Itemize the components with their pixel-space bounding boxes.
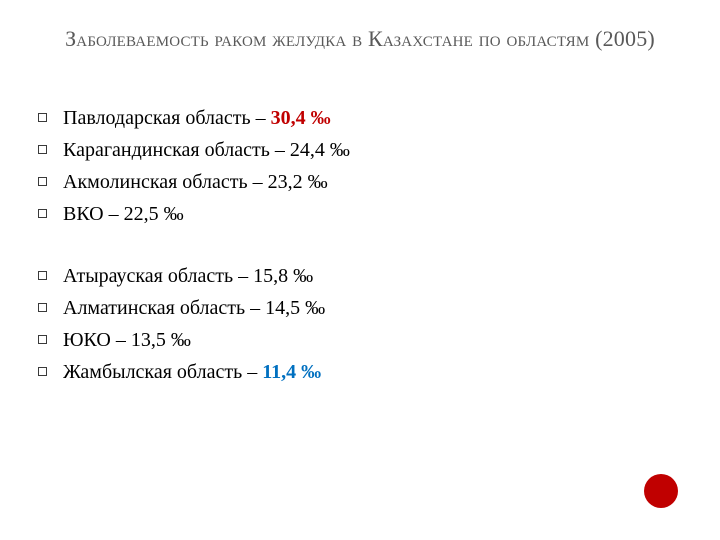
square-bullet-icon bbox=[38, 367, 47, 376]
item-text: ВКО – 22,5 ‰ bbox=[63, 198, 184, 230]
slide: Заболеваемость раком желудка в Казахстан… bbox=[0, 0, 720, 540]
list-item: Жамбылская область – 11,4 ‰ bbox=[38, 356, 692, 388]
item-text: Жамбылская область – 11,4 ‰ bbox=[63, 356, 321, 388]
list-item: Алматинская область – 14,5 ‰ bbox=[38, 292, 692, 324]
list-item: ВКО – 22,5 ‰ bbox=[38, 198, 692, 230]
list-group-2: Атырауская область – 15,8 ‰ Алматинская … bbox=[38, 260, 692, 388]
item-text: Акмолинская область – 23,2 ‰ bbox=[63, 166, 328, 198]
item-prefix: Жамбылская область – bbox=[63, 361, 262, 383]
square-bullet-icon bbox=[38, 303, 47, 312]
item-text: Карагандинская область – 24,4 ‰ bbox=[63, 134, 350, 166]
square-bullet-icon bbox=[38, 271, 47, 280]
item-prefix: Павлодарская область – bbox=[63, 107, 271, 129]
square-bullet-icon bbox=[38, 177, 47, 186]
list-item: Павлодарская область – 30,4 ‰ bbox=[38, 102, 692, 134]
list-item: Акмолинская область – 23,2 ‰ bbox=[38, 166, 692, 198]
item-value: 11,4 ‰ bbox=[262, 361, 321, 383]
square-bullet-icon bbox=[38, 145, 47, 154]
item-text: Атырауская область – 15,8 ‰ bbox=[63, 260, 313, 292]
slide-title: Заболеваемость раком желудка в Казахстан… bbox=[40, 24, 680, 54]
list-item: Карагандинская область – 24,4 ‰ bbox=[38, 134, 692, 166]
content-area: Павлодарская область – 30,4 ‰ Карагандин… bbox=[28, 102, 692, 388]
list-item: ЮКО – 13,5 ‰ bbox=[38, 324, 692, 356]
item-text: Павлодарская область – 30,4 ‰ bbox=[63, 102, 331, 134]
square-bullet-icon bbox=[38, 113, 47, 122]
item-text: Алматинская область – 14,5 ‰ bbox=[63, 292, 325, 324]
list-group-1: Павлодарская область – 30,4 ‰ Карагандин… bbox=[38, 102, 692, 230]
square-bullet-icon bbox=[38, 335, 47, 344]
item-text: ЮКО – 13,5 ‰ bbox=[63, 324, 191, 356]
list-item: Атырауская область – 15,8 ‰ bbox=[38, 260, 692, 292]
accent-circle-icon bbox=[644, 474, 678, 508]
square-bullet-icon bbox=[38, 209, 47, 218]
item-value: 30,4 ‰ bbox=[271, 107, 331, 129]
